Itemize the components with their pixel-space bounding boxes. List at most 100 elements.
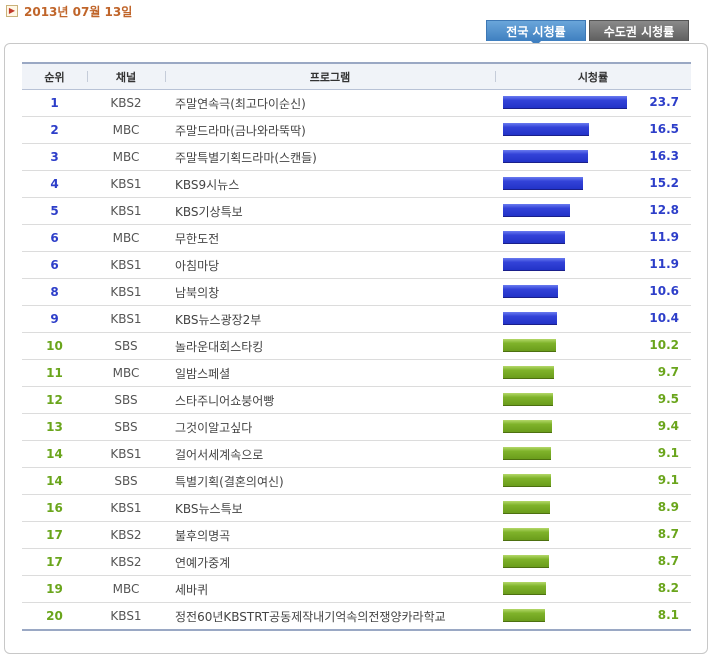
rank-cell: 8 xyxy=(22,278,87,306)
channel-cell: SBS xyxy=(87,386,165,414)
rank-cell: 14 xyxy=(22,467,87,495)
rating-value: 9.1 xyxy=(657,446,679,460)
rank-cell: 20 xyxy=(22,602,87,631)
rating-cell: 23.7 xyxy=(495,89,691,117)
rating-bar xyxy=(503,150,588,163)
rank-cell: 2 xyxy=(22,116,87,144)
rating-cell: 11.9 xyxy=(495,224,691,252)
table-row: 8 KBS1 남북의창 10.6 xyxy=(22,278,691,306)
program-cell: 걸어서세계속으로 xyxy=(165,440,495,468)
table-row: 20 KBS1 정전60년KBSTRT공동제작내기억속의전쟁양카라학교 8.1 xyxy=(22,602,691,631)
rating-value: 9.4 xyxy=(657,419,679,433)
table-row: 1 KBS2 주말연속극(최고다이순신) 23.7 xyxy=(22,89,691,117)
rating-cell: 8.9 xyxy=(495,494,691,522)
rating-bar xyxy=(503,339,556,352)
program-cell: 연예가중계 xyxy=(165,548,495,576)
rank-cell: 13 xyxy=(22,413,87,441)
program-cell: 아침마당 xyxy=(165,251,495,279)
rank-cell: 12 xyxy=(22,386,87,414)
channel-cell: KBS2 xyxy=(87,548,165,576)
table-row: 12 SBS 스타주니어쇼붕어빵 9.5 xyxy=(22,386,691,414)
table-row: 17 KBS2 불후의명곡 8.7 xyxy=(22,521,691,549)
rating-bar xyxy=(503,447,551,460)
program-cell: 그것이알고싶다 xyxy=(165,413,495,441)
ratings-table-wrap: 순위 채널 프로그램 시청률 1 KBS2 주말연속극(최고다이순신) 23.7 2 MB… xyxy=(22,62,691,631)
rating-cell: 16.5 xyxy=(495,116,691,144)
program-cell: 스타주니어쇼붕어빵 xyxy=(165,386,495,414)
rank-cell: 1 xyxy=(22,89,87,117)
rating-cell: 11.9 xyxy=(495,251,691,279)
table-row: 16 KBS1 KBS뉴스특보 8.9 xyxy=(22,494,691,522)
channel-cell: KBS1 xyxy=(87,602,165,631)
rating-cell: 9.7 xyxy=(495,359,691,387)
column-header-rank: 순위 xyxy=(22,62,87,90)
rating-cell: 9.1 xyxy=(495,467,691,495)
rating-bar xyxy=(503,420,552,433)
table-row: 14 KBS1 걸어서세계속으로 9.1 xyxy=(22,440,691,468)
rating-value: 12.8 xyxy=(649,203,679,217)
rating-value: 10.4 xyxy=(649,311,679,325)
table-body: 1 KBS2 주말연속극(최고다이순신) 23.7 2 MBC 주말드라마(금나와라뚝딱) 1… xyxy=(22,89,691,631)
rating-bar xyxy=(503,96,627,109)
table-row: 3 MBC 주말특별기획드라마(스캔들) 16.3 xyxy=(22,143,691,171)
channel-cell: MBC xyxy=(87,143,165,171)
arrow-right-icon: ▶ xyxy=(6,5,18,17)
rating-bar xyxy=(503,366,554,379)
rating-bar xyxy=(503,393,553,406)
table-row: 10 SBS 놀라운대회스타킹 10.2 xyxy=(22,332,691,360)
channel-cell: KBS2 xyxy=(87,89,165,117)
rank-cell: 19 xyxy=(22,575,87,603)
rating-value: 8.7 xyxy=(657,527,679,541)
table-row: 9 KBS1 KBS뉴스광장2부 10.4 xyxy=(22,305,691,333)
rating-bar xyxy=(503,474,551,487)
column-header-channel: 채널 xyxy=(87,62,165,90)
channel-cell: KBS1 xyxy=(87,197,165,225)
rating-cell: 8.7 xyxy=(495,548,691,576)
tab-national-rating[interactable]: 전국 시청률 xyxy=(486,20,586,41)
rating-bar xyxy=(503,285,558,298)
program-cell: 특별기획(결혼의여신) xyxy=(165,467,495,495)
rating-bar xyxy=(503,204,570,217)
table-row: 5 KBS1 KBS기상특보 12.8 xyxy=(22,197,691,225)
channel-cell: KBS1 xyxy=(87,278,165,306)
rating-value: 10.2 xyxy=(649,338,679,352)
rating-value: 9.7 xyxy=(657,365,679,379)
date-text: 2013년 07월 13일 xyxy=(24,4,133,19)
program-cell: KBS기상특보 xyxy=(165,197,495,225)
rank-cell: 3 xyxy=(22,143,87,171)
channel-cell: KBS1 xyxy=(87,305,165,333)
channel-cell: SBS xyxy=(87,332,165,360)
rating-cell: 8.7 xyxy=(495,521,691,549)
rank-cell: 4 xyxy=(22,170,87,198)
rating-value: 8.2 xyxy=(657,581,679,595)
table-row: 11 MBC 일밤스페셜 9.7 xyxy=(22,359,691,387)
table-row: 17 KBS2 연예가중계 8.7 xyxy=(22,548,691,576)
rating-tabs: 전국 시청률 수도권 시청률 xyxy=(486,20,692,41)
rating-value: 15.2 xyxy=(649,176,679,190)
rating-cell: 12.8 xyxy=(495,197,691,225)
program-cell: 남북의창 xyxy=(165,278,495,306)
rating-bar xyxy=(503,258,565,271)
rating-value: 11.9 xyxy=(649,257,679,271)
rating-value: 23.7 xyxy=(649,95,679,109)
rating-value: 11.9 xyxy=(649,230,679,244)
rank-cell: 17 xyxy=(22,548,87,576)
table-row: 6 KBS1 아침마당 11.9 xyxy=(22,251,691,279)
program-cell: 놀라운대회스타킹 xyxy=(165,332,495,360)
rating-value: 8.1 xyxy=(657,608,679,622)
rank-cell: 6 xyxy=(22,251,87,279)
program-cell: 주말드라마(금나와라뚝딱) xyxy=(165,116,495,144)
channel-cell: MBC xyxy=(87,359,165,387)
column-header-rating: 시청률 xyxy=(495,62,691,90)
tab-capital-rating[interactable]: 수도권 시청률 xyxy=(589,20,689,41)
table-row: 4 KBS1 KBS9시뉴스 15.2 xyxy=(22,170,691,198)
rating-bar xyxy=(503,177,583,190)
rating-value: 8.7 xyxy=(657,554,679,568)
program-cell: 불후의명곡 xyxy=(165,521,495,549)
rating-value: 8.9 xyxy=(657,500,679,514)
rating-value: 9.5 xyxy=(657,392,679,406)
program-cell: 주말특별기획드라마(스캔들) xyxy=(165,143,495,171)
rating-bar xyxy=(503,312,557,325)
rating-cell: 8.1 xyxy=(495,602,691,631)
rating-cell: 15.2 xyxy=(495,170,691,198)
